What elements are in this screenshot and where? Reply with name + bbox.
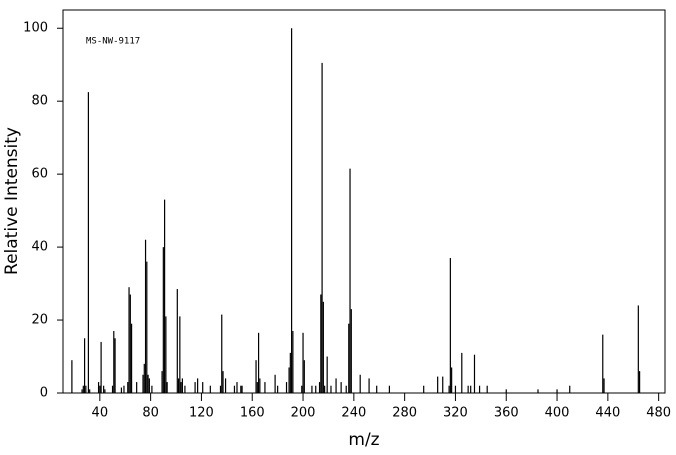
- x-tick-label: 200: [291, 406, 316, 421]
- y-tick-label: 100: [23, 21, 48, 36]
- x-axis-title: m/z: [348, 430, 379, 450]
- x-tick-label: 40: [92, 406, 109, 421]
- y-axis-title: Relative Intensity: [2, 127, 22, 275]
- x-tick-label: 360: [494, 406, 519, 421]
- x-tick-label: 440: [595, 406, 620, 421]
- x-tick-label: 240: [341, 406, 366, 421]
- x-tick-label: 400: [545, 406, 570, 421]
- y-tick-label: 40: [31, 240, 48, 255]
- annotation: MS-NW-9117: [86, 37, 140, 47]
- y-tick-label: 60: [31, 167, 48, 182]
- x-tick-label: 120: [189, 406, 214, 421]
- x-tick-label: 320: [443, 406, 468, 421]
- x-tick-label: 80: [142, 406, 159, 421]
- plot-frame: [62, 9, 666, 394]
- x-tick-label: 160: [240, 406, 265, 421]
- y-tick-label: 80: [31, 94, 48, 109]
- x-tick-label: 280: [392, 406, 417, 421]
- y-tick-label: 20: [31, 313, 48, 328]
- y-tick-label: 0: [40, 386, 48, 401]
- x-tick-label: 480: [646, 406, 671, 421]
